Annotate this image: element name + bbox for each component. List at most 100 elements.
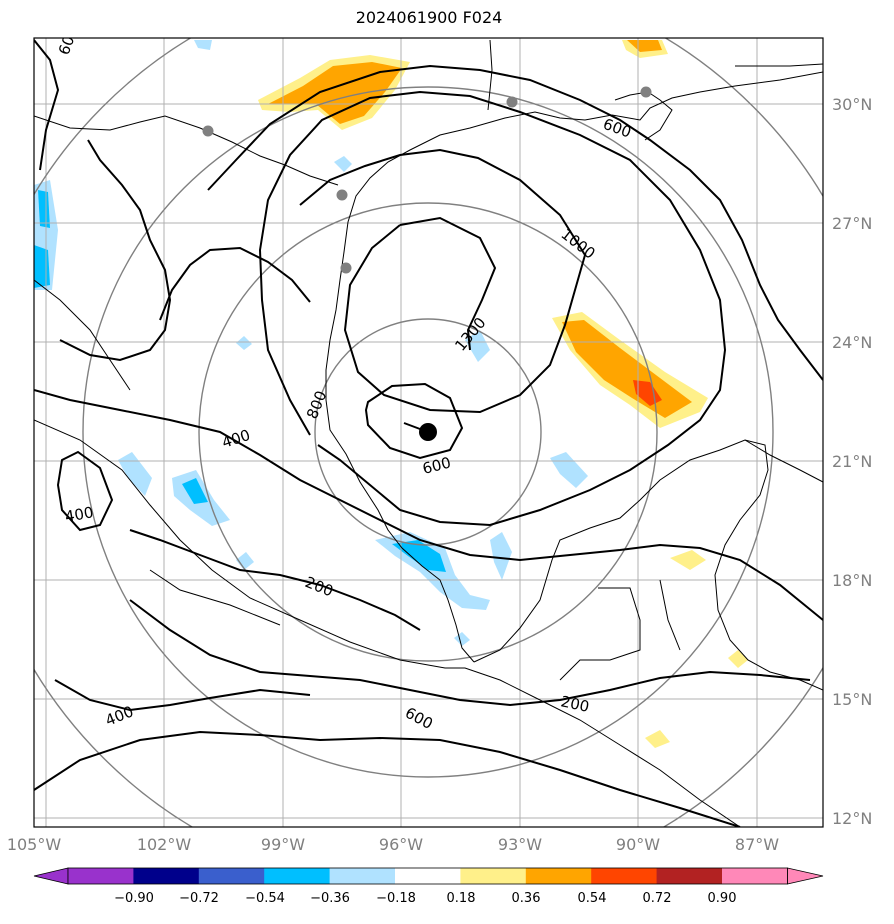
us-state-border — [487, 39, 493, 111]
contour-200 — [129, 529, 421, 631]
contour-label: 600 — [402, 704, 436, 733]
colorbar-segment — [68, 868, 134, 884]
lon-label: 90°W — [616, 835, 660, 854]
lat-label: 18°N — [832, 571, 872, 590]
mexico-state-border2 — [149, 569, 281, 626]
latitude-labels: 30°N 27°N 24°N 21°N 18°N 15°N 12°N — [832, 95, 872, 828]
lon-label: 99°W — [261, 835, 305, 854]
blue-shade-small7 — [454, 632, 470, 646]
colorbar-tick-label: −0.54 — [245, 891, 285, 906]
station-dots — [202, 86, 652, 274]
contour-label: 600 — [601, 115, 634, 142]
colorbar-segment — [591, 868, 658, 884]
contour-label: 1000 — [558, 225, 599, 263]
colorbar-tick-label: 0.90 — [708, 891, 737, 906]
blue-shade-small6 — [550, 452, 588, 488]
contour-400-upper — [159, 246, 311, 321]
contour-label: 200 — [303, 573, 336, 600]
colorbar-outline — [67, 867, 788, 885]
colorbar-tick-label: −0.90 — [114, 891, 154, 906]
colorbar-extend-low — [33, 867, 69, 885]
orange-shade-north-core — [268, 62, 402, 124]
contour-label: 400 — [64, 503, 95, 526]
colorbar-segment — [656, 868, 723, 884]
contour-1000-north — [299, 148, 586, 256]
station-dot — [640, 86, 652, 98]
contour-label: 200 — [559, 692, 591, 716]
colorbar-tick-label: 0.54 — [578, 891, 607, 906]
contour-1300 — [399, 216, 497, 351]
colorbar-extend-high — [787, 867, 824, 885]
coastlines — [34, 39, 823, 827]
orange-shade-gulf-core — [562, 320, 692, 418]
contours — [34, 39, 823, 827]
colorbar-tick-label: −0.36 — [310, 891, 350, 906]
blue-shade-small4 — [236, 552, 254, 570]
contour-800 — [258, 90, 727, 527]
lon-label: 102°W — [137, 835, 192, 854]
belize-border — [659, 579, 681, 651]
contour-400-main — [34, 389, 823, 621]
texas-mexico-border — [34, 115, 339, 186]
colorbar-segment — [264, 868, 331, 884]
colorbar-segment — [329, 868, 396, 884]
contour-400-loop-west — [56, 450, 114, 532]
blue-shade-west-core2 — [38, 190, 50, 228]
range-rings — [34, 38, 823, 827]
colorbar-segment — [525, 868, 592, 884]
colorbar-segment — [722, 868, 788, 884]
florida-coast — [735, 63, 823, 67]
colorbar-ticks: −0.90 −0.72 −0.54 −0.36 −0.18 0.18 0.36 … — [114, 891, 736, 906]
contour-center-600 — [364, 382, 464, 460]
colorbar-segments — [33, 867, 824, 885]
contour-600-west — [34, 39, 60, 171]
contour-label: 400 — [103, 702, 136, 729]
blue-shade-small5 — [490, 532, 512, 580]
orange-shade-top-right-core — [627, 40, 662, 52]
contour-label: 600 — [55, 24, 82, 57]
blue-shade-small3 — [465, 330, 490, 362]
colorbar: −0.90 −0.72 −0.54 −0.36 −0.18 0.18 0.36 … — [33, 867, 824, 906]
colorbar-segment — [133, 868, 200, 884]
colorbar-tick-label: 0.18 — [447, 891, 476, 906]
blue-shade-mid-core — [182, 478, 208, 504]
station-dot — [506, 96, 518, 108]
yellow-shade-east2 — [728, 650, 748, 668]
lon-label: 93°W — [498, 835, 542, 854]
yellow-shade-east — [670, 550, 706, 570]
lat-label: 30°N — [832, 95, 872, 114]
la-coast-detail — [614, 91, 673, 141]
contour-west-wiggle — [59, 139, 172, 362]
colorbar-segment — [460, 868, 527, 884]
mexico-state-border1 — [34, 279, 131, 391]
lon-label: 87°W — [735, 835, 779, 854]
colorbar-tick-label: 0.72 — [643, 891, 672, 906]
storm-track — [403, 422, 429, 433]
colorbar-segment — [395, 868, 461, 884]
blue-shade-small2 — [236, 336, 252, 350]
contour-400-lower — [54, 679, 311, 712]
contour-labels: 600 600 1000 1300 800 400 600 400 200 20… — [55, 24, 634, 733]
lon-label: 96°W — [379, 835, 423, 854]
blue-shade-small1 — [334, 156, 352, 172]
contour-600-lower — [34, 730, 741, 827]
contour-200-lower — [129, 599, 811, 707]
us-gulf-coast — [325, 71, 823, 663]
contour-600-north — [207, 64, 823, 381]
mexico-pacific-coast — [34, 419, 741, 827]
lat-label: 15°N — [832, 690, 872, 709]
longitude-labels: 105°W 102°W 99°W 96°W 93°W 90°W 87°W — [7, 835, 779, 854]
lat-label: 27°N — [832, 214, 872, 233]
shading-layer — [34, 40, 748, 748]
lon-label: 105°W — [7, 835, 62, 854]
yellow-shade-south — [645, 730, 670, 748]
station-dot — [340, 262, 352, 274]
guatemala-border — [559, 587, 641, 681]
colorbar-tick-label: −0.18 — [376, 891, 416, 906]
colorbar-segment — [198, 868, 265, 884]
lat-label: 21°N — [832, 452, 872, 471]
map-title: 2024061900 F024 — [355, 8, 503, 27]
lat-label: 12°N — [832, 809, 872, 828]
plot-border — [33, 37, 824, 828]
